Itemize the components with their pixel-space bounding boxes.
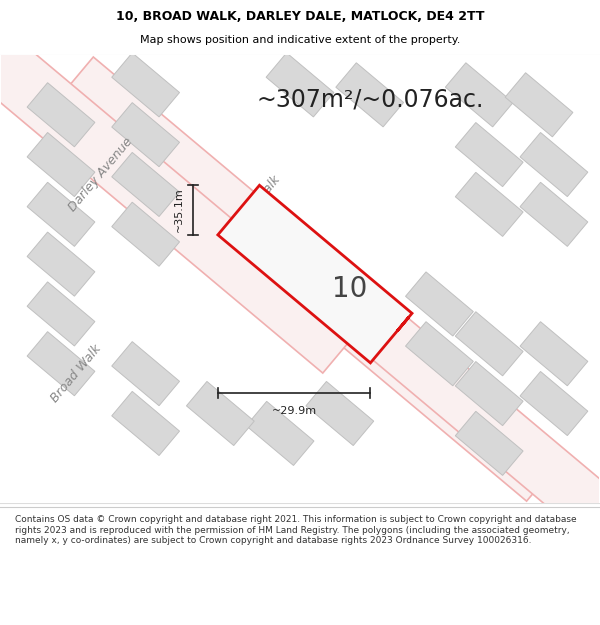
Polygon shape <box>505 72 573 137</box>
Polygon shape <box>455 411 523 476</box>
Text: 10: 10 <box>332 275 367 303</box>
Text: Broad Walk: Broad Walk <box>227 173 283 236</box>
Polygon shape <box>455 122 523 187</box>
Polygon shape <box>112 53 179 117</box>
Text: 10, BROAD WALK, DARLEY DALE, MATLOCK, DE4 2TT: 10, BROAD WALK, DARLEY DALE, MATLOCK, DE… <box>116 10 484 23</box>
Polygon shape <box>112 342 179 406</box>
Polygon shape <box>27 282 95 346</box>
Text: ~35.1m: ~35.1m <box>174 188 184 232</box>
Polygon shape <box>306 381 374 446</box>
Text: Map shows position and indicative extent of the property.: Map shows position and indicative extent… <box>140 34 460 44</box>
Polygon shape <box>112 152 179 216</box>
Polygon shape <box>309 264 600 562</box>
Polygon shape <box>27 332 95 396</box>
Polygon shape <box>406 322 473 386</box>
Polygon shape <box>112 102 179 167</box>
Polygon shape <box>520 322 588 386</box>
Text: ~29.9m: ~29.9m <box>272 406 317 416</box>
Polygon shape <box>112 391 179 456</box>
Polygon shape <box>27 232 95 296</box>
Polygon shape <box>0 0 361 373</box>
Polygon shape <box>187 381 254 446</box>
Text: Contains OS data © Crown copyright and database right 2021. This information is : Contains OS data © Crown copyright and d… <box>15 515 577 545</box>
Polygon shape <box>520 182 588 246</box>
Polygon shape <box>218 185 412 363</box>
Polygon shape <box>520 371 588 436</box>
Polygon shape <box>27 82 95 147</box>
Text: Broad Walk: Broad Walk <box>48 342 104 405</box>
Polygon shape <box>246 401 314 466</box>
Polygon shape <box>112 202 179 266</box>
Polygon shape <box>445 62 513 127</box>
Polygon shape <box>406 272 473 336</box>
Polygon shape <box>455 173 523 236</box>
Polygon shape <box>53 57 566 501</box>
Polygon shape <box>336 62 404 127</box>
Polygon shape <box>455 312 523 376</box>
Text: ~307m²/~0.076ac.: ~307m²/~0.076ac. <box>256 88 484 112</box>
Polygon shape <box>266 53 334 117</box>
Polygon shape <box>455 361 523 426</box>
Polygon shape <box>27 132 95 197</box>
Text: Darley Avenue: Darley Avenue <box>66 135 136 214</box>
Polygon shape <box>27 182 95 246</box>
Polygon shape <box>520 132 588 197</box>
